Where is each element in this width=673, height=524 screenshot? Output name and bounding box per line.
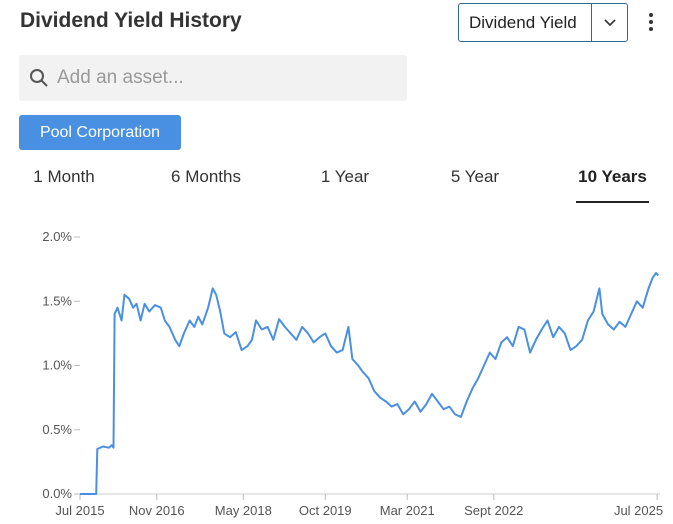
asset-chip-pool-corporation[interactable]: Pool Corporation xyxy=(19,115,181,150)
chevron-down-icon[interactable] xyxy=(591,4,627,41)
x-tick-label: Oct 2019 xyxy=(299,503,352,518)
more-options-icon[interactable] xyxy=(644,10,658,34)
x-tick-label: May 2018 xyxy=(215,503,272,518)
x-tick-label: Jul 2025 xyxy=(614,503,663,518)
y-tick-label: 1.0% xyxy=(42,358,72,373)
range-tab-1-month[interactable]: 1 Month xyxy=(33,167,95,186)
dividend-yield-chart: 0.0% 0.5% 1.0% 1.5% 2.0% Jul 2015 Nov 2016 May … xyxy=(42,229,663,518)
page-title: Dividend Yield History xyxy=(20,9,242,32)
metric-dropdown[interactable]: Dividend Yield xyxy=(458,3,628,42)
x-tick-label: Mar 2021 xyxy=(380,503,435,518)
y-tick-label: 0.5% xyxy=(42,422,72,437)
range-tab-10-years[interactable]: 10 Years xyxy=(576,167,649,203)
y-tick-label: 2.0% xyxy=(42,229,72,244)
range-tab-6-months[interactable]: 6 Months xyxy=(171,167,241,186)
series-line-dividend-yield xyxy=(80,272,660,495)
asset-search[interactable] xyxy=(19,55,407,101)
search-icon xyxy=(30,69,48,87)
x-tick-label: Jul 2015 xyxy=(55,503,104,518)
range-tab-5-year[interactable]: 5 Year xyxy=(450,167,500,186)
y-tick-label: 1.5% xyxy=(42,293,72,308)
y-tick-label: 0.0% xyxy=(42,486,72,501)
metric-dropdown-label: Dividend Yield xyxy=(469,12,577,32)
asset-search-input[interactable] xyxy=(57,67,387,89)
x-tick-label: Sept 2022 xyxy=(464,503,523,518)
range-tab-1-year[interactable]: 1 Year xyxy=(320,167,370,186)
x-tick-label: Nov 2016 xyxy=(129,503,185,518)
